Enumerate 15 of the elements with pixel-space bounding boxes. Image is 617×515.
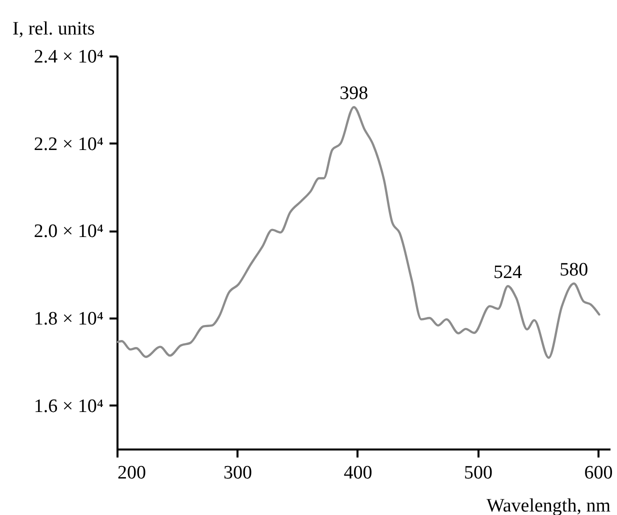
annotation: 524 — [494, 262, 523, 284]
annotation: 580 — [560, 260, 588, 281]
annotation: 398 — [340, 83, 368, 104]
x-tick-label: 600 — [584, 462, 613, 484]
y-axis-title: I, rel. units — [12, 18, 95, 40]
x-tick-label: 400 — [344, 462, 372, 484]
x-tick-label: 300 — [223, 462, 252, 484]
y-tick-label: 2.4 × 10⁴ — [34, 46, 104, 68]
x-tick-label: 200 — [118, 462, 146, 484]
y-tick-label: 1.8 × 10⁴ — [34, 308, 104, 330]
y-tick-label: 2.0 × 10⁴ — [34, 221, 104, 242]
line-series — [117, 106, 600, 359]
x-tick-label: 500 — [464, 462, 492, 484]
y-tick-label: 2.2 × 10⁴ — [34, 134, 104, 155]
y-tick-label: 1.6 × 10⁴ — [34, 396, 104, 417]
